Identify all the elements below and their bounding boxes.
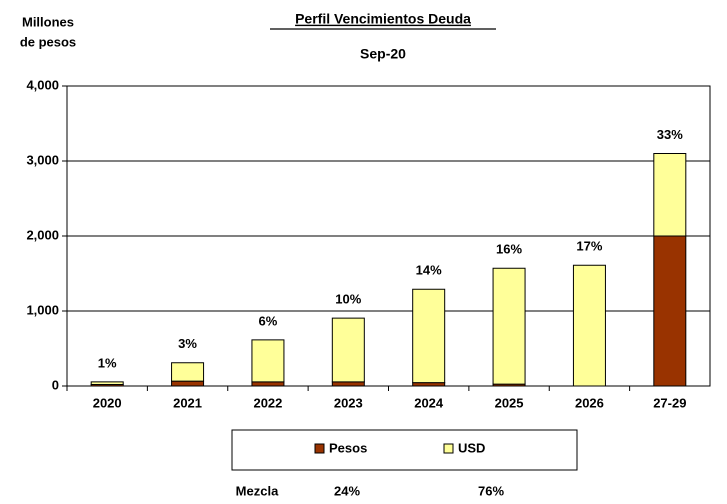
data-label: 14%	[416, 263, 442, 278]
y-tick-label: 0	[52, 377, 59, 392]
bar-segment	[331, 317, 365, 383]
x-tick-label: 2025	[495, 395, 524, 410]
data-label: 33%	[657, 127, 683, 142]
x-tick-label: 2024	[414, 395, 444, 410]
y-tick-label: 2,000	[26, 227, 59, 242]
bar-segment	[653, 235, 687, 387]
bar-segment	[251, 381, 285, 387]
legend-swatch	[314, 443, 325, 454]
bar-segment	[572, 264, 606, 387]
bar-segment	[412, 382, 446, 387]
x-tick-label: 2022	[253, 395, 282, 410]
data-label: 16%	[496, 242, 522, 257]
legend-swatch	[443, 443, 454, 454]
y-tick-label: 1,000	[26, 302, 59, 317]
bar-segment	[90, 381, 124, 385]
data-label: 3%	[178, 336, 197, 351]
y-axis-label: de pesos	[20, 34, 76, 49]
bar-segment	[653, 153, 687, 237]
chart-subtitle: Sep-20	[360, 46, 406, 62]
x-tick-label: 2021	[173, 395, 202, 410]
y-axis-label: Millones	[22, 14, 74, 29]
legend-box	[231, 429, 578, 471]
data-label: 6%	[259, 313, 278, 328]
legend-label: Pesos	[329, 440, 367, 455]
bar-segment	[412, 288, 446, 384]
mix-value: 24%	[334, 483, 360, 498]
x-tick-label: 2020	[93, 395, 122, 410]
chart-title: Perfil Vencimientos Deuda	[295, 11, 471, 27]
y-tick-label: 3,000	[26, 152, 59, 167]
y-tick-label: 4,000	[26, 77, 59, 92]
data-label: 10%	[335, 292, 361, 307]
x-tick-label: 2023	[334, 395, 363, 410]
data-label: 1%	[98, 355, 117, 370]
data-label: 17%	[576, 239, 602, 254]
mix-label: Mezcla	[236, 483, 279, 498]
bar-segment	[171, 362, 205, 382]
x-tick-label: 27-29	[653, 395, 686, 410]
bar-segment	[331, 381, 365, 387]
mix-value: 76%	[478, 483, 504, 498]
bar-segment	[492, 267, 526, 385]
bar-segment	[251, 339, 285, 383]
x-tick-label: 2026	[575, 395, 604, 410]
bar-segment	[171, 380, 205, 387]
legend-label: USD	[458, 440, 485, 455]
